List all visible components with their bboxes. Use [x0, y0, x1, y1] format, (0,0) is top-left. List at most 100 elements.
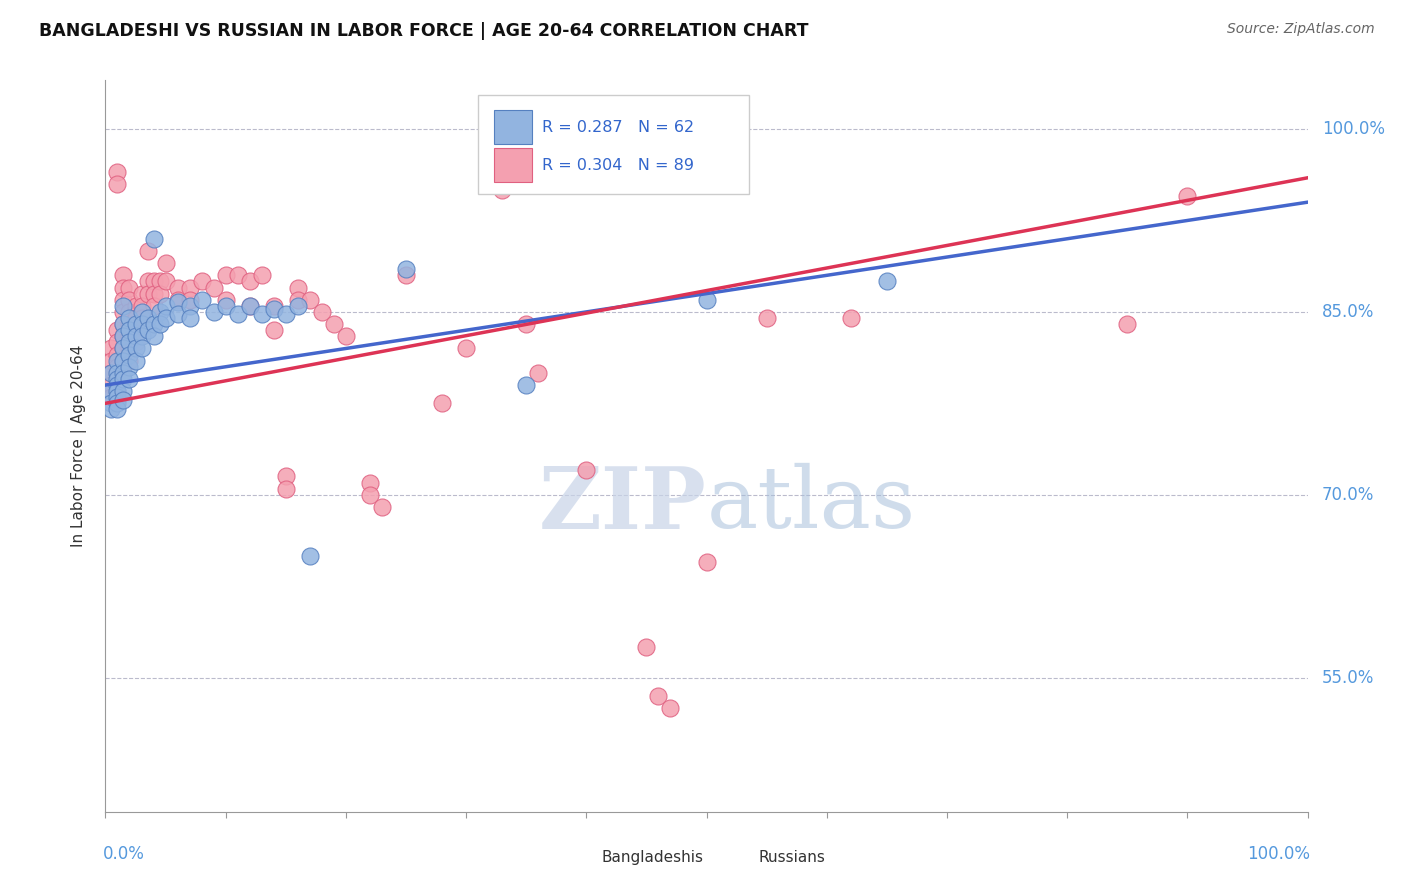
Point	[239, 299, 262, 313]
Point	[148, 305, 170, 319]
Point	[100, 366, 122, 380]
Point	[359, 488, 381, 502]
Point	[107, 359, 129, 374]
Point	[1116, 317, 1139, 331]
Point	[118, 359, 141, 374]
Point	[636, 640, 658, 655]
Point	[166, 280, 188, 294]
Point	[214, 293, 236, 307]
Point	[142, 286, 165, 301]
Point	[226, 307, 249, 321]
Point	[118, 342, 141, 356]
FancyBboxPatch shape	[494, 111, 533, 144]
Point	[136, 311, 159, 326]
Point	[107, 323, 129, 337]
FancyBboxPatch shape	[723, 846, 751, 871]
Point	[131, 342, 153, 356]
Point	[274, 469, 297, 483]
Point	[659, 701, 682, 715]
Point	[112, 366, 135, 380]
Point	[166, 307, 188, 321]
Text: 100.0%: 100.0%	[1247, 845, 1310, 863]
Point	[179, 293, 201, 307]
Point	[107, 396, 129, 410]
Point	[112, 342, 135, 356]
Point	[107, 384, 129, 399]
Point	[124, 323, 146, 337]
Point	[100, 378, 122, 392]
Point	[214, 268, 236, 283]
Point	[124, 353, 146, 368]
Point	[454, 342, 477, 356]
Point	[155, 299, 177, 313]
Point	[118, 311, 141, 326]
Point	[359, 475, 381, 490]
Y-axis label: In Labor Force | Age 20-64: In Labor Force | Age 20-64	[70, 345, 87, 547]
Point	[112, 280, 135, 294]
Point	[696, 555, 718, 569]
Text: 85.0%: 85.0%	[1322, 303, 1375, 321]
Point	[298, 293, 321, 307]
Point	[136, 275, 159, 289]
Point	[107, 348, 129, 362]
Point	[274, 482, 297, 496]
Point	[124, 311, 146, 326]
Point	[118, 305, 141, 319]
Point	[287, 299, 309, 313]
Point	[112, 392, 135, 407]
Point	[131, 317, 153, 331]
Point	[112, 299, 135, 313]
Point	[479, 170, 502, 185]
Point	[876, 275, 898, 289]
Point	[124, 335, 146, 350]
Point	[263, 299, 285, 313]
Point	[112, 372, 135, 386]
Point	[515, 317, 537, 331]
Point	[166, 293, 188, 307]
Point	[131, 305, 153, 319]
Point	[107, 372, 129, 386]
Point	[107, 353, 129, 368]
Point	[107, 384, 129, 399]
Point	[112, 317, 135, 331]
FancyBboxPatch shape	[565, 846, 595, 871]
Point	[190, 293, 212, 307]
Point	[112, 366, 135, 380]
Point	[112, 353, 135, 368]
Point	[250, 307, 273, 321]
Point	[112, 317, 135, 331]
Point	[118, 353, 141, 368]
Point	[202, 280, 225, 294]
Point	[179, 311, 201, 326]
Point	[155, 311, 177, 326]
Point	[107, 390, 129, 404]
Point	[647, 689, 669, 703]
Point	[124, 342, 146, 356]
Point	[112, 353, 135, 368]
Point	[371, 500, 394, 514]
Point	[107, 378, 129, 392]
Point	[131, 329, 153, 343]
Point	[226, 268, 249, 283]
Point	[118, 293, 141, 307]
Text: ZIP: ZIP	[538, 463, 707, 547]
Point	[131, 299, 153, 313]
Point	[124, 299, 146, 313]
Point	[322, 317, 344, 331]
Text: Russians: Russians	[758, 850, 825, 865]
Point	[527, 366, 550, 380]
Point	[118, 317, 141, 331]
Point	[100, 353, 122, 368]
Point	[1175, 189, 1198, 203]
Point	[179, 280, 201, 294]
Point	[112, 329, 135, 343]
Point	[100, 366, 122, 380]
Point	[696, 293, 718, 307]
Point	[124, 317, 146, 331]
Point	[274, 307, 297, 321]
Point	[311, 305, 333, 319]
Point	[142, 329, 165, 343]
Point	[839, 311, 862, 326]
Point	[202, 305, 225, 319]
Point	[131, 311, 153, 326]
